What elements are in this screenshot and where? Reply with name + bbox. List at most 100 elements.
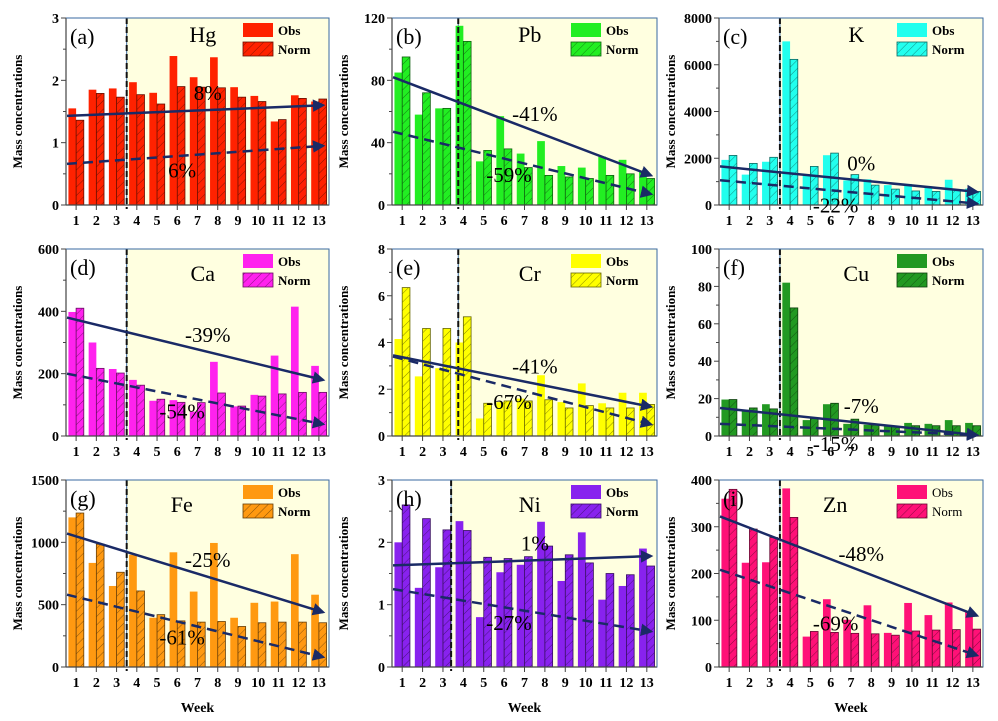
bar-norm-week-11 [931, 629, 941, 668]
x-tick-label: 2 [419, 445, 426, 460]
x-tick-label: 7 [521, 676, 528, 691]
legend-swatch-obs [897, 23, 927, 37]
x-tick-label: 9 [234, 445, 241, 460]
bar-obs-week-7 [843, 619, 851, 667]
trend-line-solid [719, 515, 980, 618]
x-tick-label: 9 [234, 676, 241, 691]
legend-swatch-obs [243, 254, 273, 268]
x-tick-label: 5 [807, 676, 814, 691]
x-tick-label: 1 [399, 445, 406, 460]
bar-norm-week-8 [544, 399, 554, 437]
legend-label-obs: Obs [606, 485, 628, 500]
bar-norm-week-10 [585, 405, 594, 437]
bar-norm-week-2 [422, 92, 431, 206]
bar-obs-week-1 [394, 542, 403, 667]
x-tick-label: 9 [888, 445, 895, 460]
bar-norm-week-2 [749, 528, 758, 668]
bar-obs-week-6 [169, 400, 178, 436]
bar-norm-week-2 [422, 328, 431, 437]
legend-label-norm: Norm [278, 504, 311, 519]
bar-norm-week-10 [257, 101, 267, 206]
bar-obs-week-6 [169, 552, 178, 667]
bar-norm-week-3 [116, 571, 125, 668]
y-tick-label: 500 [38, 599, 59, 614]
bar-norm-week-12 [626, 407, 635, 437]
trend-label-dashed: -59% [486, 163, 532, 187]
bar-norm-week-12 [626, 574, 635, 668]
x-tick-label: 8 [541, 214, 548, 229]
legend-swatch-norm [896, 272, 928, 288]
x-tick-label: 5 [154, 445, 161, 460]
x-tick-label: 10 [579, 445, 593, 460]
x-tick-label: 4 [787, 445, 794, 460]
legend-swatch-norm [242, 503, 274, 519]
bar-obs-week-7 [516, 153, 525, 205]
bar-obs-week-12 [618, 159, 627, 205]
trend-line-solid [719, 406, 980, 441]
bar-norm-week-13 [646, 178, 655, 206]
y-tick-label: 60 [698, 318, 712, 333]
element-label: Cr [519, 261, 542, 286]
x-tick-label: 12 [946, 214, 960, 229]
x-tick-label: 13 [312, 445, 326, 460]
bar-obs-week-2 [741, 562, 750, 667]
panel-label: (e) [396, 255, 420, 280]
y-tick-label: 8 [378, 243, 385, 258]
x-tick-label: 10 [251, 676, 265, 691]
trend-label-solid: 8% [194, 81, 222, 105]
legend-swatch-norm [896, 503, 928, 519]
x-tick-label: 5 [807, 445, 814, 460]
element-label: Hg [189, 22, 216, 47]
bar-obs-week-1 [68, 108, 77, 205]
bar-norm-week-9 [237, 405, 247, 437]
x-tick-label: 1 [726, 214, 733, 229]
bar-obs-week-2 [414, 376, 423, 436]
legend-label-norm: Norm [606, 273, 639, 288]
bar-obs-week-4 [455, 342, 464, 436]
trend-label-solid: -39% [185, 323, 231, 347]
x-tick-label: 5 [154, 214, 161, 229]
bar-norm-week-13 [972, 628, 981, 668]
x-tick-label: 11 [926, 214, 939, 229]
bar-obs-week-6 [822, 599, 831, 667]
bar-norm-week-9 [564, 407, 574, 437]
trend-line-dashed [66, 140, 326, 166]
x-tick-label: 13 [966, 214, 980, 229]
bar-obs-week-11 [270, 355, 279, 436]
legend-label-norm: Norm [278, 42, 311, 57]
x-tick-label: 1 [73, 676, 80, 691]
x-tick-label: 12 [292, 676, 306, 691]
bar-norm-week-8 [217, 87, 226, 206]
x-tick-label: 4 [787, 214, 794, 229]
bar-norm-week-13 [318, 391, 327, 437]
bar-obs-week-10 [904, 602, 912, 667]
bar-obs-week-4 [782, 488, 791, 667]
bar-obs-week-4 [455, 521, 464, 667]
x-tick-label: 6 [827, 214, 834, 229]
x-tick-label: 1 [399, 676, 406, 691]
bar-obs-week-2 [88, 89, 97, 205]
bar-norm-week-2 [95, 367, 105, 437]
bar-obs-week-3 [435, 368, 443, 436]
x-tick-label: 12 [946, 445, 960, 460]
legend-label-obs: Obs [606, 254, 628, 269]
x-tick-label: 11 [926, 676, 939, 691]
bar-obs-week-2 [741, 174, 750, 205]
bar-norm-week-4 [136, 384, 145, 437]
bar-obs-week-3 [108, 368, 117, 436]
element-label: Fe [171, 492, 193, 517]
bar-obs-week-6 [496, 572, 505, 667]
y-tick-label: 3 [378, 474, 385, 489]
y-tick-label: 80 [698, 280, 712, 295]
bar-norm-week-7 [850, 632, 860, 668]
y-tick-label: 4 [378, 337, 385, 352]
x-tick-label: 4 [460, 214, 467, 229]
x-tick-label: 11 [599, 676, 612, 691]
bar-obs-week-4 [782, 41, 791, 205]
x-tick-label: 4 [133, 214, 140, 229]
bar-obs-week-10 [904, 183, 912, 205]
